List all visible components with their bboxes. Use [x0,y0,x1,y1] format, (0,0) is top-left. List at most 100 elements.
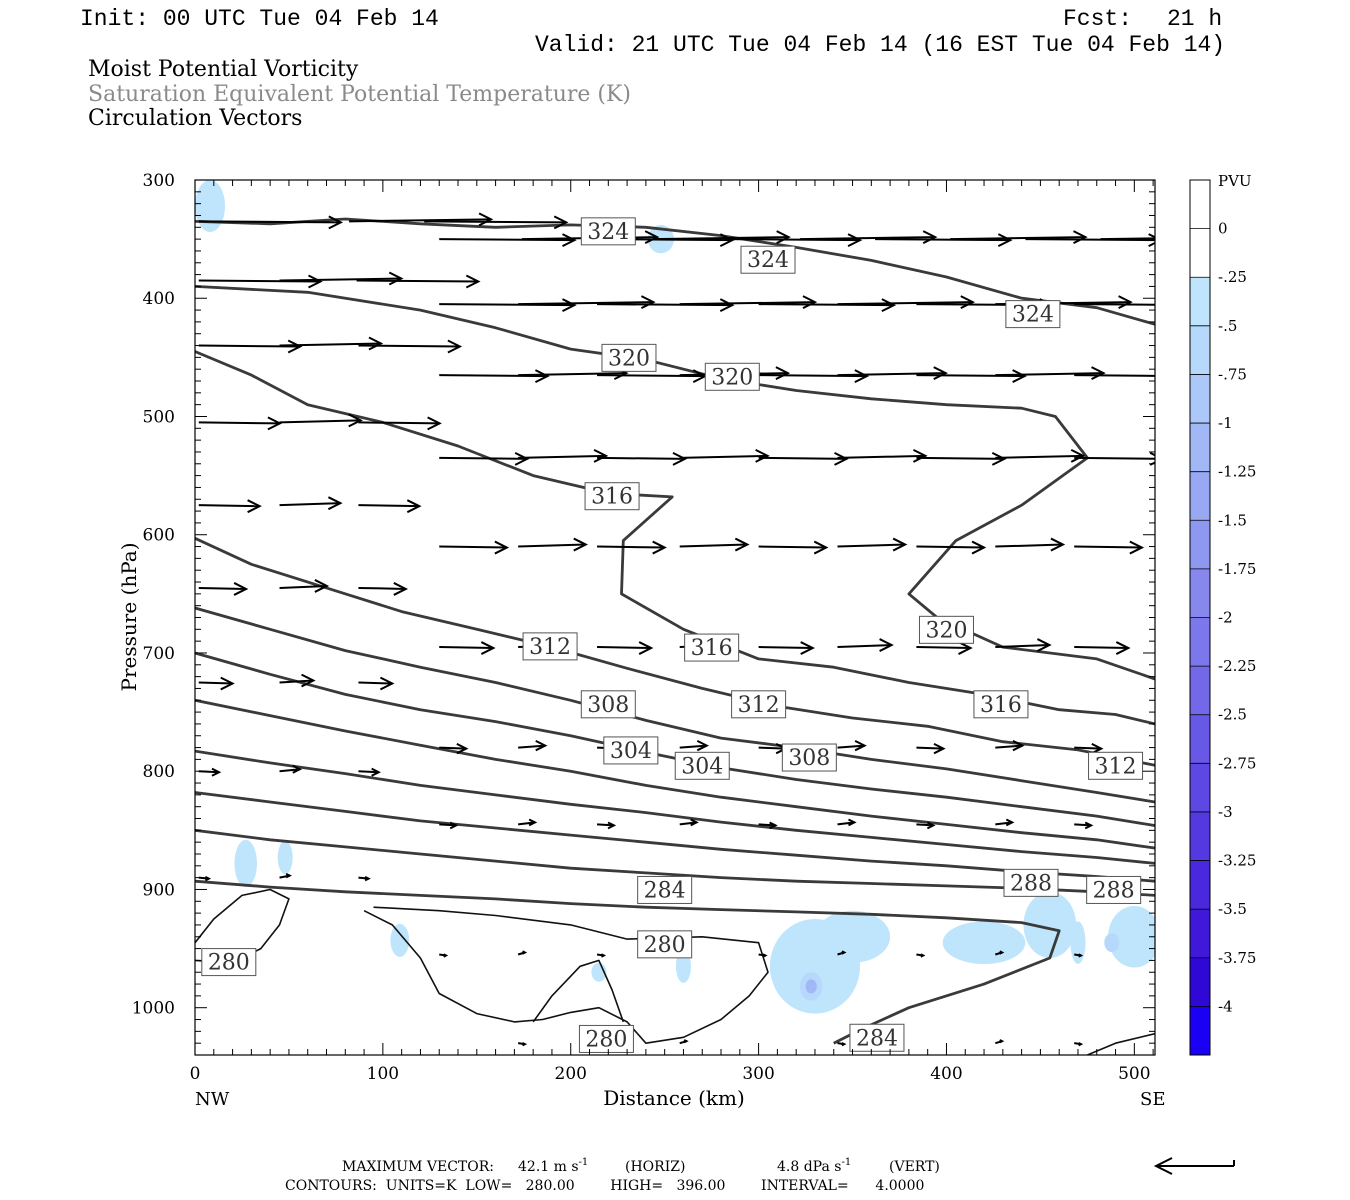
pv-patch-0 [195,180,226,233]
vector-head [719,298,735,313]
vector-shaft [358,586,406,590]
vector-8-1 [279,496,343,511]
vector-10-1 [279,579,330,593]
vector-shaft [1074,303,1155,306]
vector-shaft [995,644,1050,649]
colorbar-label-11: -2.75 [1218,754,1256,772]
vector-18-4 [1074,1042,1084,1047]
contour-unlabeled-13 [532,959,625,1023]
vector-shaft [198,681,233,685]
x-tick-label-500: 500 [1118,1064,1150,1084]
colorbar-cell-11 [1190,714,1210,764]
vector-shaft [758,545,827,549]
vector-shaft [950,236,1086,241]
vector-head [449,821,459,830]
forecast-label: Fcst: [1063,6,1132,32]
vector-head [841,1042,847,1047]
vector-head [640,295,656,310]
colorbar-label-14: -3.5 [1218,900,1247,918]
vector-0-0 [198,215,344,230]
contour-label-text: 316 [591,485,633,510]
vector-head [535,739,548,752]
contour-label-box [637,930,693,959]
vector-14-2 [358,767,381,777]
contour-label-324-2: 324 [1005,300,1061,329]
max-vector-label: MAXIMUM VECTOR: [342,1159,494,1175]
vector-head [478,212,494,227]
colorbar: 0 -.25 -.5 -.75 -1 -1.25 -1.5 -1.75 -2 -2.25 -2.5 -… [1189,179,1256,1056]
vector-shaft [279,679,314,684]
vector-7-7 [995,448,1086,463]
colorbar-label-1: -.25 [1218,268,1247,286]
vector-head [247,499,262,514]
vector-head [480,641,496,655]
contour-label-288-16: 288 [1003,868,1059,897]
vector-6-2 [358,416,442,431]
colorbar-label-8: -2 [1218,609,1233,627]
vector-16-2 [358,875,371,882]
vector-head [607,821,617,830]
vector-shaft [837,543,906,548]
x-tick-label-300: 300 [742,1064,774,1084]
pv-patch-13 [1070,921,1086,964]
pv-patch-15 [1104,933,1120,953]
vector-9-1 [518,537,588,552]
vector-15-7 [995,818,1015,827]
y-tick-label-600: 600 [143,526,175,546]
vector-head [755,448,770,463]
vector-2-0 [198,274,323,289]
vector-head [802,295,818,310]
vector-shaft [358,681,393,685]
vector-head [912,448,928,463]
vector-shaft [995,744,1023,749]
vector-18-1 [679,1039,689,1045]
se-end-label: SE [1140,1089,1165,1110]
vector-head [638,641,654,655]
vector-head [881,298,897,313]
pv-patch-12 [1023,891,1077,959]
vector-head [879,638,894,652]
vector-shaft [837,454,926,459]
vector-head [690,818,699,827]
vector-shaft [916,823,934,827]
vector-head [220,676,235,691]
vector-head [997,233,1013,248]
vector-13-0 [439,742,469,755]
vector-head [841,950,847,955]
contour-label-text: 304 [681,754,723,779]
vector-head [892,537,908,552]
colorbar-label-2: -.5 [1218,317,1237,335]
vector-head [534,369,550,383]
vector-head [600,953,607,958]
vector-shaft [518,301,654,306]
contour-label-text: 316 [691,636,733,661]
contour-label-284-18: 284 [637,875,693,904]
contour-label-308-9: 308 [580,690,636,719]
vector-shaft [279,277,402,282]
vector-head [1170,370,1182,382]
vector-shaft [758,303,894,307]
valid-time: Valid: 21 UTC Tue 04 Feb 14 (16 EST Tue … [535,32,1225,58]
contour-label-280-19: 280 [637,930,693,959]
contour-label-box [1003,868,1059,897]
vector-2-1 [279,271,404,286]
vector-shaft [279,584,327,589]
contour-label-316-5: 316 [584,482,640,511]
vector-8-2 [358,499,422,514]
contour-unlabeled-6 [195,698,1155,850]
contour-label-320-6: 320 [918,615,974,644]
vector-shaft [995,372,1104,377]
vector-head [769,821,778,830]
vector-head [456,742,469,755]
vector-shaft [1074,646,1129,650]
x-tick-label-400: 400 [930,1064,962,1084]
vector-shaft [875,238,1011,242]
vector-14-1 [279,764,303,774]
vector-9-4 [758,540,829,555]
vector-shaft [1074,545,1142,549]
vector-head [553,215,569,230]
vector-shaft [198,504,260,508]
vector-1-4 [724,233,863,248]
pv-patch-2 [234,839,257,888]
contour-288-10 [195,879,1061,1045]
